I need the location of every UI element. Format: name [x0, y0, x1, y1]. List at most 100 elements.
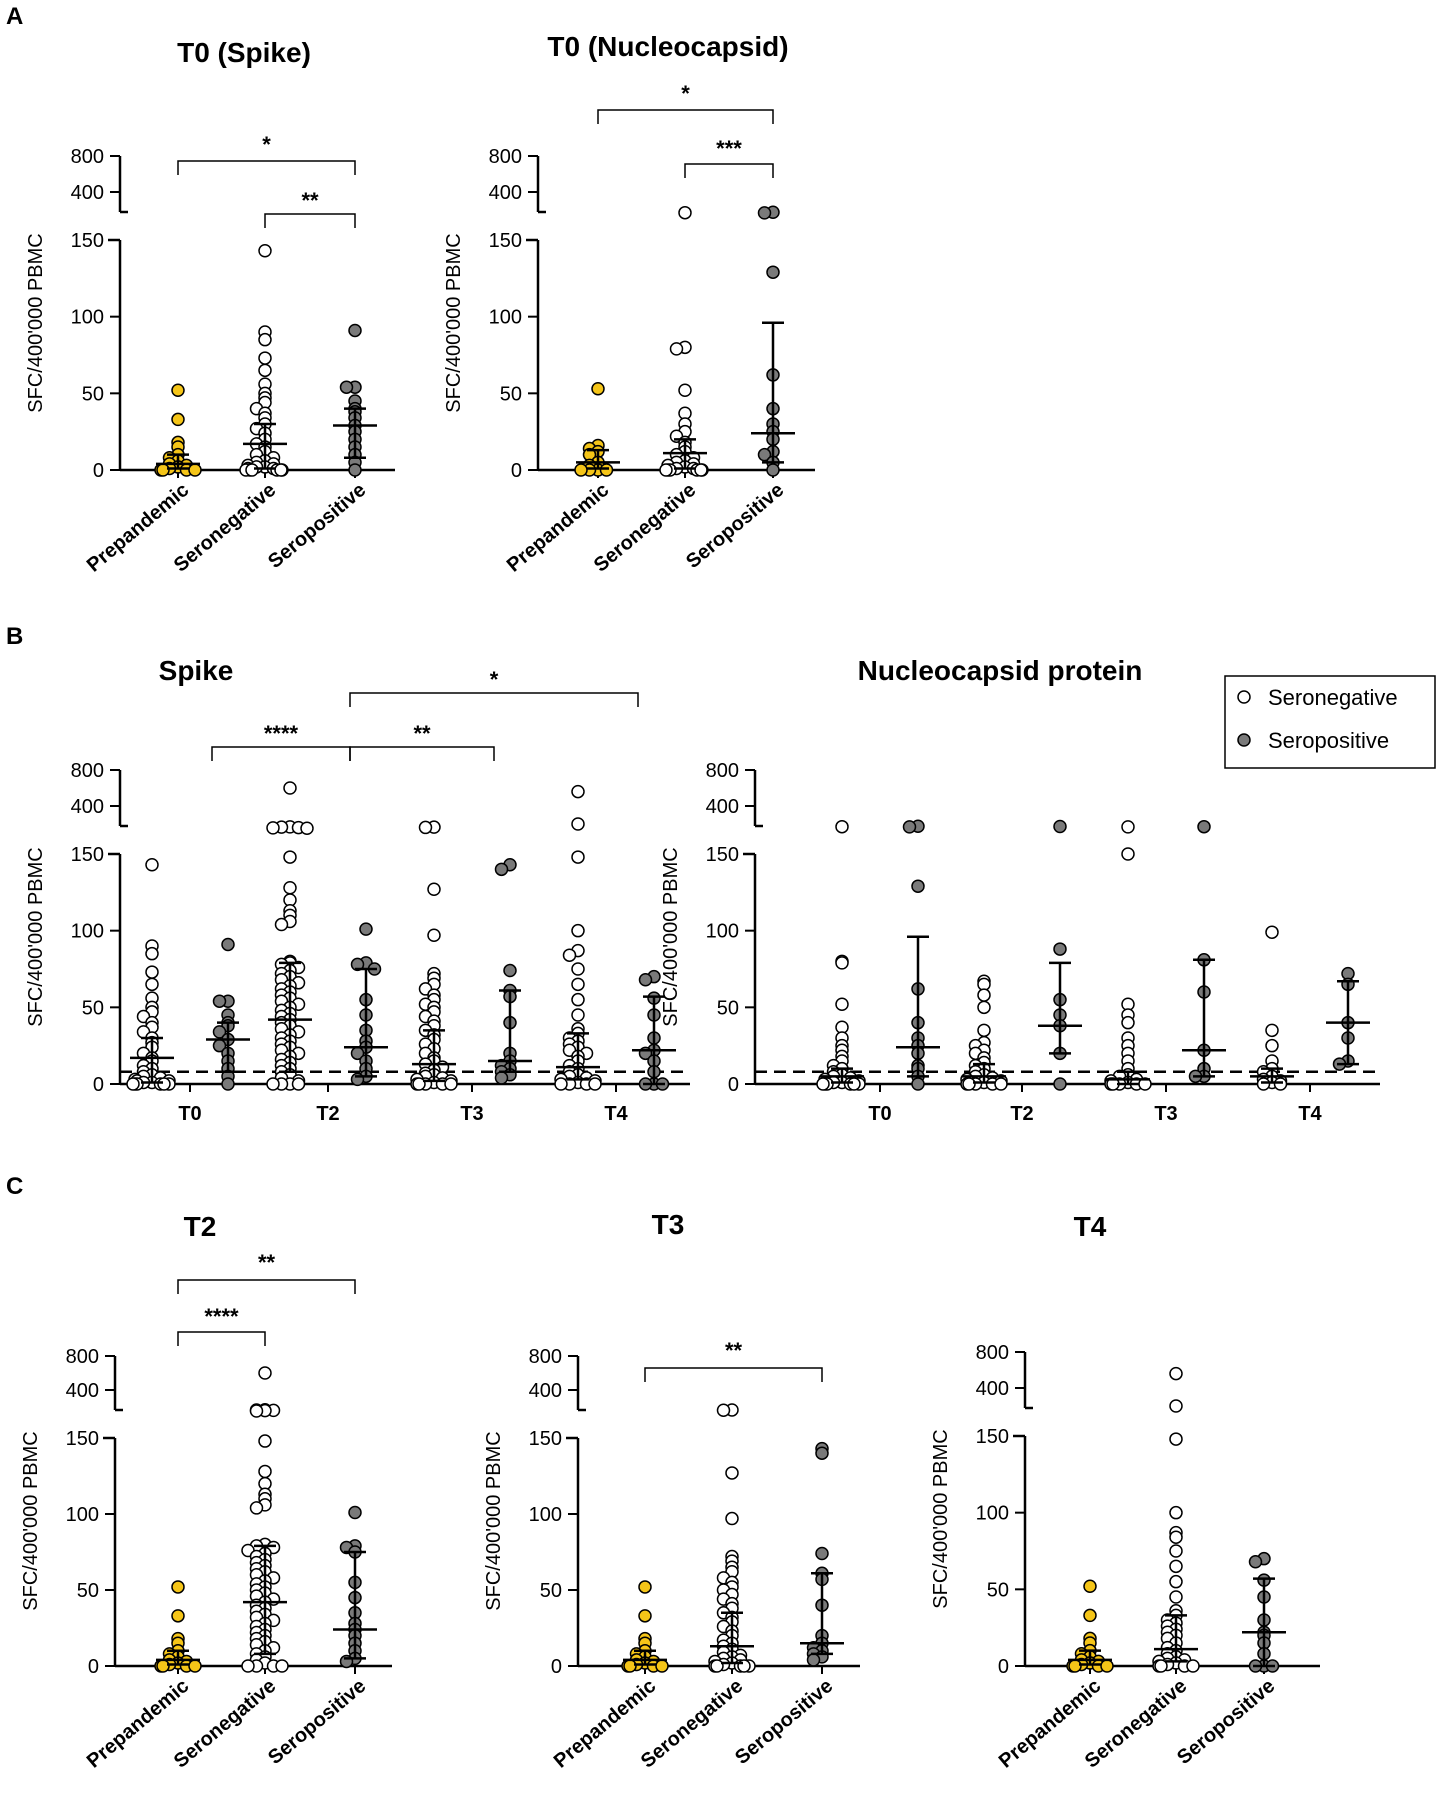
- y-tick-label: 800: [71, 146, 104, 168]
- seropositive-point: [1053, 942, 1067, 956]
- significance-label: **: [258, 1250, 276, 1275]
- x-category-label: T2: [316, 1103, 339, 1125]
- x-category-label: Seropositive: [264, 1675, 370, 1769]
- y-axis-label: SFC/400'000 PBMC: [443, 233, 465, 412]
- y-tick-label: 0: [93, 460, 104, 482]
- x-category-label: T3: [1154, 1103, 1177, 1125]
- significance-label: **: [725, 1338, 743, 1363]
- x-category-label: T3: [460, 1103, 483, 1125]
- y-tick-label: 150: [71, 230, 104, 252]
- y-tick-label: 400: [71, 796, 104, 818]
- y-tick-label: 800: [71, 760, 104, 782]
- seronegative-point: [1121, 847, 1135, 861]
- y-tick-label: 150: [66, 1428, 99, 1450]
- y-tick-label: 0: [998, 1656, 1009, 1678]
- prepandemic-point: [655, 1659, 669, 1673]
- seronegative-point: [571, 977, 585, 992]
- x-category-label: T4: [604, 1103, 628, 1125]
- seropositive-point: [766, 463, 780, 477]
- panel-label-c: C: [6, 1173, 23, 1200]
- y-tick-label: 400: [976, 1378, 1009, 1400]
- y-tick-label: 50: [540, 1580, 562, 1602]
- significance-label: *: [262, 132, 271, 157]
- prepandemic-point: [1068, 1659, 1082, 1673]
- y-tick-label: 800: [529, 1346, 562, 1368]
- seronegative-point: [1265, 1038, 1279, 1053]
- significance-label: *: [490, 667, 499, 692]
- seronegative-point: [1169, 1574, 1183, 1589]
- seronegative-point: [1169, 1559, 1183, 1574]
- seronegative-point: [835, 819, 849, 834]
- significance-label: *: [681, 81, 690, 106]
- seronegative-point: [1169, 1530, 1183, 1544]
- seropositive-point: [757, 206, 772, 220]
- significance-bracket: [644, 1367, 823, 1382]
- seropositive-point: [339, 380, 354, 394]
- x-category-label: T0: [178, 1103, 201, 1125]
- seronegative-point: [678, 205, 692, 220]
- seronegative-point: [266, 821, 280, 835]
- legend-marker-seropositive: [1237, 733, 1251, 747]
- chart-t0-spike: T0 (Spike) 0 50 100 150 400 800 SFC/400'000 PBM…: [25, 37, 395, 577]
- seropositive-point: [359, 922, 373, 936]
- seronegative-point: [1169, 1366, 1183, 1381]
- y-tick-label: 100: [66, 1504, 99, 1526]
- y-axis-label: SFC/400'000 PBMC: [660, 847, 682, 1026]
- significance-label: ****: [204, 1304, 239, 1329]
- seronegative-point: [977, 1000, 991, 1015]
- y-tick-label: 800: [489, 146, 522, 168]
- y-tick-label: 400: [71, 182, 104, 204]
- y-tick-label: 400: [529, 1380, 562, 1402]
- seronegative-point: [241, 1659, 255, 1673]
- y-tick-label: 400: [66, 1380, 99, 1402]
- y-tick-label: 150: [529, 1428, 562, 1450]
- seropositive-point: [494, 862, 509, 877]
- seropositive-point: [806, 1653, 821, 1667]
- seropositive-point: [212, 994, 227, 1008]
- seronegative-point: [1169, 1505, 1183, 1520]
- y-tick-label: 0: [728, 1074, 739, 1096]
- seronegative-point: [258, 1366, 272, 1380]
- prepandemic-point: [171, 383, 185, 398]
- seronegative-point: [1256, 1077, 1271, 1091]
- y-tick-label: 800: [66, 1346, 99, 1368]
- seronegative-point: [678, 383, 692, 398]
- significance-bracket: [349, 746, 495, 761]
- seronegative-point: [249, 1404, 264, 1418]
- y-axis-label: SFC/400'000 PBMC: [25, 847, 47, 1026]
- seropositive-point: [348, 463, 362, 477]
- prepandemic-point: [171, 1580, 185, 1594]
- seronegative-point: [571, 784, 585, 799]
- seronegative-point: [145, 977, 159, 992]
- seronegative-point: [835, 997, 849, 1012]
- seronegative-point: [283, 850, 297, 864]
- significance-bracket: [684, 163, 774, 178]
- prepandemic-point: [638, 1580, 652, 1594]
- seronegative-point: [1169, 1590, 1183, 1604]
- x-category-label: Seropositive: [1173, 1675, 1279, 1769]
- significance-bracket: [211, 746, 351, 761]
- y-tick-label: 50: [717, 997, 739, 1019]
- significance-label: **: [413, 721, 431, 746]
- seronegative-point: [977, 1023, 991, 1038]
- y-tick-label: 50: [500, 383, 522, 405]
- seronegative-point: [1169, 1399, 1183, 1413]
- seronegative-point: [258, 1464, 272, 1479]
- seronegative-point: [1186, 1659, 1200, 1673]
- seronegative-point: [725, 1466, 739, 1480]
- significance-label: ****: [264, 721, 299, 746]
- seronegative-point: [266, 1077, 280, 1091]
- seronegative-point: [562, 948, 577, 962]
- chart-title: T3: [652, 1209, 685, 1240]
- y-tick-label: 0: [511, 460, 522, 482]
- y-tick-label: 400: [489, 182, 522, 204]
- prepandemic-point: [156, 463, 170, 477]
- prepandemic-point: [574, 463, 588, 477]
- seropositive-point: [1053, 819, 1067, 834]
- chart-title: Nucleocapsid protein: [858, 655, 1143, 686]
- y-tick-label: 100: [529, 1504, 562, 1526]
- seronegative-point: [1169, 1432, 1183, 1446]
- y-tick-label: 400: [706, 796, 739, 818]
- legend-box: [1224, 675, 1436, 769]
